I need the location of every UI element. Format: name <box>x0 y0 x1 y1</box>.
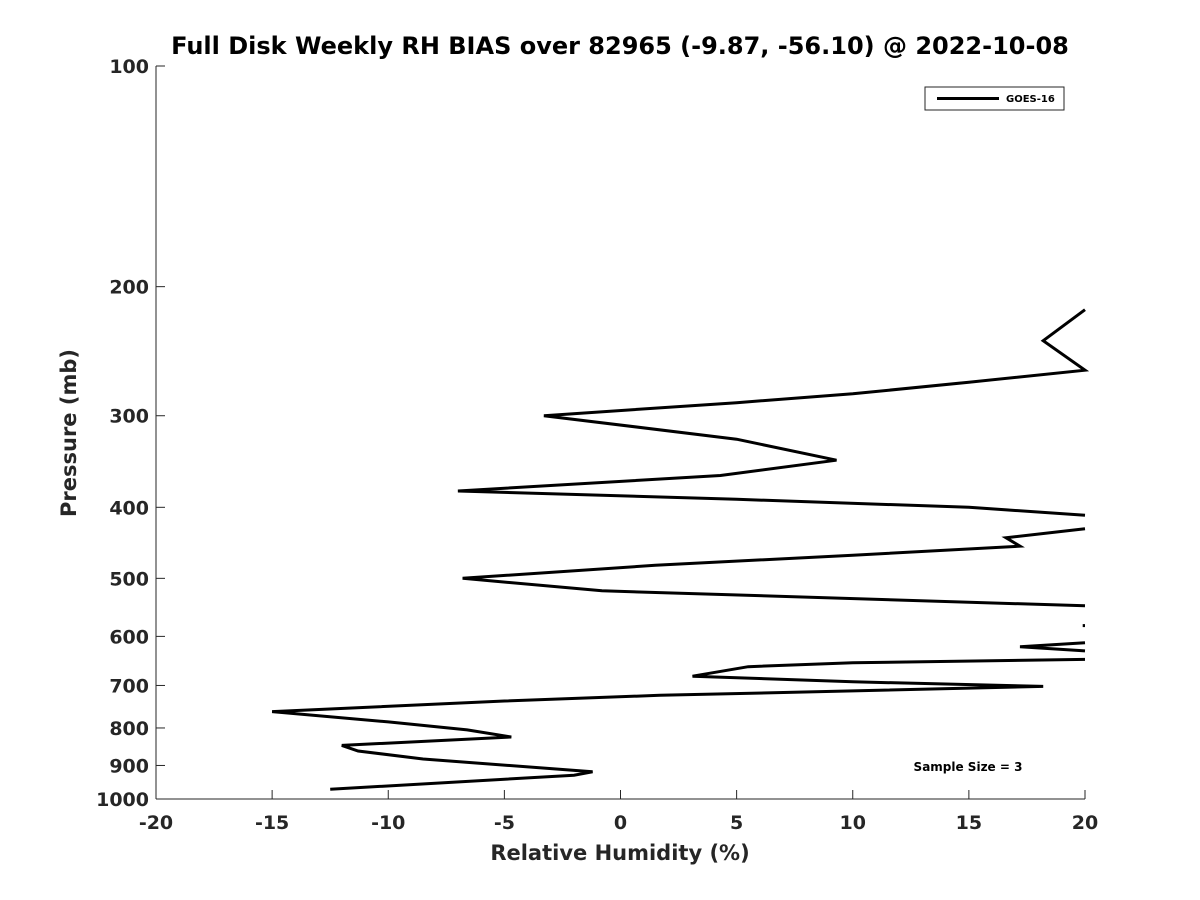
y-tick-label: 900 <box>109 755 149 777</box>
x-tick-label: -10 <box>371 812 405 834</box>
x-axis-label: Relative Humidity (%) <box>490 841 749 865</box>
legend: GOES-16 <box>924 86 1065 111</box>
y-ticks: 100 200 300 400 500 600 700 800 900 1000 <box>96 56 165 811</box>
y-tick-label: 500 <box>109 568 149 590</box>
y-tick-label: 700 <box>109 675 149 697</box>
sample-size-annotation: Sample Size = 3 <box>914 760 1023 774</box>
series-line-goes-16 <box>1019 641 1086 653</box>
series-layer <box>271 308 1090 791</box>
x-ticks: -20 -15 -10 -5 0 5 10 15 20 <box>139 790 1098 834</box>
legend-label-goes-16: GOES-16 <box>1006 94 1055 105</box>
y-tick-label: 1000 <box>96 789 149 811</box>
x-tick-label: 0 <box>614 812 627 834</box>
series-line-goes-16 <box>462 527 1086 608</box>
x-tick-label: -5 <box>494 812 515 834</box>
x-tick-label: 5 <box>730 812 743 834</box>
x-tick-label: 10 <box>840 812 866 834</box>
y-tick-label: 200 <box>109 277 149 299</box>
x-tick-label: -15 <box>255 812 289 834</box>
x-tick-label: -20 <box>139 812 173 834</box>
y-tick-label: 300 <box>109 406 149 428</box>
series-line-goes-16 <box>271 657 1086 791</box>
chart-title: Full Disk Weekly RH BIAS over 82965 (-9.… <box>171 32 1069 60</box>
x-tick-label: 20 <box>1072 812 1098 834</box>
series-line-goes-16 <box>457 308 1090 517</box>
x-tick-label: 15 <box>956 812 982 834</box>
y-tick-label: 100 <box>109 56 149 78</box>
y-tick-label: 800 <box>109 718 149 740</box>
y-axis-label: Pressure (mb) <box>57 349 81 517</box>
y-tick-label: 600 <box>109 626 149 648</box>
y-tick-label: 400 <box>109 497 149 519</box>
